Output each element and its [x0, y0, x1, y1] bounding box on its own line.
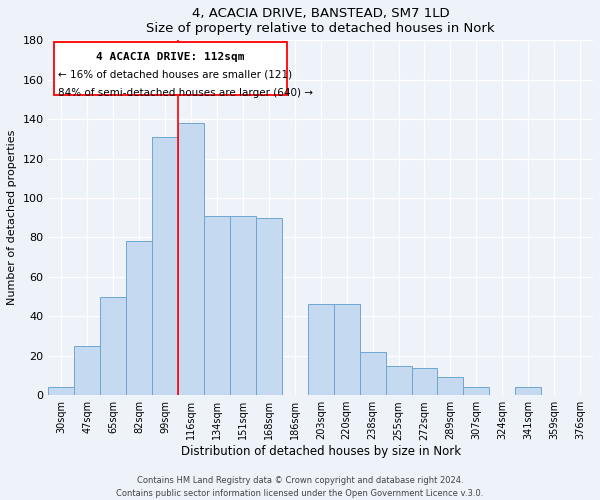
- Title: 4, ACACIA DRIVE, BANSTEAD, SM7 1LD
Size of property relative to detached houses : 4, ACACIA DRIVE, BANSTEAD, SM7 1LD Size …: [146, 7, 495, 35]
- Bar: [359, 352, 386, 395]
- Bar: [74, 346, 100, 395]
- Text: 4 ACACIA DRIVE: 112sqm: 4 ACACIA DRIVE: 112sqm: [96, 52, 245, 62]
- Bar: [437, 378, 463, 395]
- Bar: [100, 296, 126, 395]
- X-axis label: Distribution of detached houses by size in Nork: Distribution of detached houses by size …: [181, 445, 461, 458]
- Bar: [49, 388, 74, 395]
- Bar: [256, 218, 282, 395]
- Bar: [386, 366, 412, 395]
- Bar: [463, 388, 490, 395]
- Bar: [308, 304, 334, 395]
- Bar: [178, 123, 204, 395]
- Bar: [230, 216, 256, 395]
- Bar: [334, 304, 359, 395]
- Bar: [152, 137, 178, 395]
- Text: Contains HM Land Registry data © Crown copyright and database right 2024.
Contai: Contains HM Land Registry data © Crown c…: [116, 476, 484, 498]
- Bar: [515, 388, 541, 395]
- Bar: [53, 42, 287, 96]
- Bar: [126, 242, 152, 395]
- Text: ← 16% of detached houses are smaller (121): ← 16% of detached houses are smaller (12…: [58, 70, 292, 80]
- Y-axis label: Number of detached properties: Number of detached properties: [7, 130, 17, 306]
- Bar: [412, 368, 437, 395]
- Text: 84% of semi-detached houses are larger (640) →: 84% of semi-detached houses are larger (…: [58, 88, 313, 98]
- Bar: [204, 216, 230, 395]
